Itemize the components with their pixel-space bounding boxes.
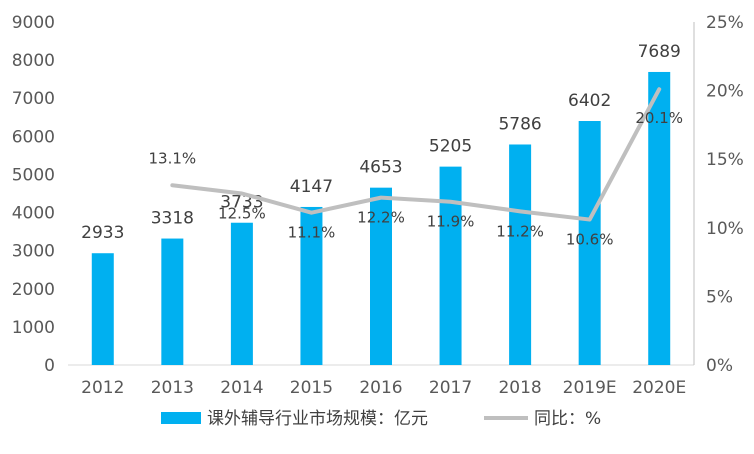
bar-value-label: 3318: [151, 209, 194, 229]
bar: [648, 71, 671, 365]
category-label: 2018: [498, 378, 541, 398]
bar: [300, 206, 323, 365]
right-tick-label: 25%: [706, 13, 744, 33]
x-axis-category-labels: 2012 2013 2014 2015 2016 2017 2018 2019E 2020E: [81, 378, 686, 398]
bar: [161, 238, 184, 365]
category-label: 2014: [220, 378, 263, 398]
growth-rate-label: 13.1%: [149, 149, 197, 167]
right-axis-ticks: 0% 5% 10% 15% 20% 25%: [706, 13, 744, 376]
growth-rate-label: 11.2%: [496, 222, 544, 240]
legend-bar-swatch: [161, 412, 201, 424]
growth-rate-label: 12.5%: [218, 205, 266, 223]
category-label: 2016: [359, 378, 402, 398]
bar: [578, 121, 601, 365]
bar-value-label: 6402: [568, 91, 611, 111]
growth-rate-label: 12.2%: [357, 209, 405, 227]
growth-rate-label: 10.6%: [566, 231, 614, 249]
legend: 课外辅导行业市场规模：亿元 同比：%: [161, 409, 601, 429]
growth-rate-label: 11.1%: [288, 224, 336, 242]
bar: [439, 166, 462, 365]
bar: [91, 253, 114, 365]
bar-value-label: 5205: [429, 137, 472, 157]
left-tick-label: 1000: [12, 318, 55, 338]
bar-value-label: 2933: [81, 223, 124, 243]
category-label: 2020E: [632, 378, 686, 398]
growth-rate-label: 11.9%: [427, 213, 475, 231]
category-label: 2019E: [563, 378, 617, 398]
bar-value-label: 7689: [638, 42, 681, 62]
bar-series: [91, 71, 671, 365]
category-label: 2017: [429, 378, 472, 398]
left-tick-label: 8000: [12, 51, 55, 71]
bar-value-label: 4653: [359, 158, 402, 178]
legend-bar-label: 课外辅导行业市场规模：亿元: [207, 409, 428, 429]
right-tick-label: 10%: [706, 219, 744, 239]
category-label: 2013: [151, 378, 194, 398]
right-tick-label: 20%: [706, 82, 744, 102]
growth-rate-line: [170, 87, 662, 222]
category-label: 2012: [81, 378, 124, 398]
left-tick-label: 9000: [12, 13, 55, 33]
left-tick-label: 0: [44, 356, 55, 376]
legend-line-label: 同比：%: [534, 409, 601, 429]
left-tick-label: 3000: [12, 242, 55, 262]
bar: [370, 187, 392, 365]
left-tick-label: 2000: [12, 280, 55, 300]
bar: [509, 144, 532, 365]
bar: [230, 222, 253, 365]
left-axis-ticks: 0 1000 2000 3000 4000 5000 6000 7000 8000 9000: [12, 13, 55, 376]
bar-value-label: 4147: [290, 177, 333, 197]
left-tick-label: 6000: [12, 127, 55, 147]
right-tick-label: 15%: [706, 150, 744, 170]
left-tick-label: 5000: [12, 165, 55, 185]
growth-rate-label: 20.1%: [635, 109, 683, 127]
left-tick-label: 7000: [12, 89, 55, 109]
left-tick-label: 4000: [12, 204, 55, 224]
bar-value-label: 5786: [498, 114, 541, 134]
category-label: 2015: [290, 378, 333, 398]
growth-rate-labels: 13.1% 12.5% 11.1% 12.2% 11.9% 11.2% 10.6% 20.1%: [149, 109, 684, 248]
right-tick-label: 0%: [706, 356, 733, 376]
right-tick-label: 5%: [706, 287, 733, 307]
